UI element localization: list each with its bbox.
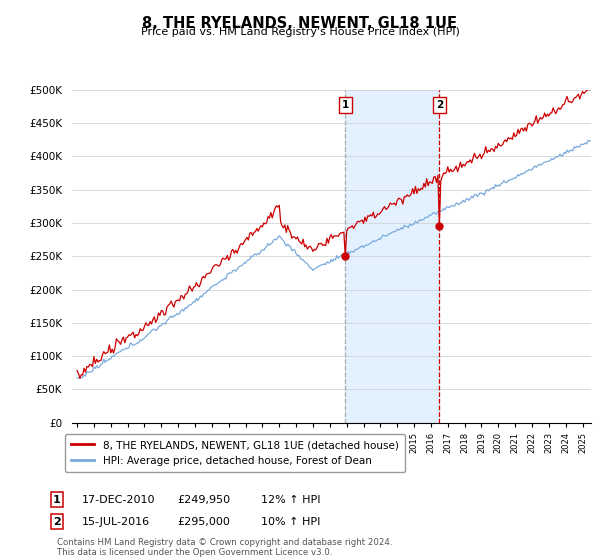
- Text: Price paid vs. HM Land Registry's House Price Index (HPI): Price paid vs. HM Land Registry's House …: [140, 27, 460, 37]
- Text: 2: 2: [436, 100, 443, 110]
- Text: 2: 2: [53, 517, 61, 527]
- Text: 12% ↑ HPI: 12% ↑ HPI: [261, 494, 320, 505]
- Text: 1: 1: [341, 100, 349, 110]
- Bar: [345, 90, 439, 423]
- Legend: 8, THE RYELANDS, NEWENT, GL18 1UE (detached house), HPI: Average price, detached: 8, THE RYELANDS, NEWENT, GL18 1UE (detac…: [65, 434, 405, 472]
- Text: 17-DEC-2010: 17-DEC-2010: [82, 494, 156, 505]
- Text: £295,000: £295,000: [177, 517, 230, 527]
- Text: 15-JUL-2016: 15-JUL-2016: [82, 517, 151, 527]
- Text: Contains HM Land Registry data © Crown copyright and database right 2024.
This d: Contains HM Land Registry data © Crown c…: [57, 538, 392, 557]
- Text: 10% ↑ HPI: 10% ↑ HPI: [261, 517, 320, 527]
- Text: 1: 1: [53, 494, 61, 505]
- Text: 8, THE RYELANDS, NEWENT, GL18 1UE: 8, THE RYELANDS, NEWENT, GL18 1UE: [143, 16, 458, 31]
- Text: £249,950: £249,950: [177, 494, 230, 505]
